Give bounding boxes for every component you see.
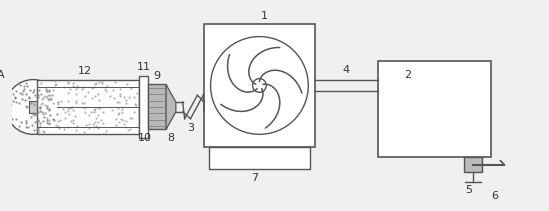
Text: 4: 4 [343,65,350,75]
Bar [378,61,491,157]
Text: 6: 6 [491,191,498,201]
Text: 1: 1 [261,11,268,21]
Text: 8: 8 [167,133,175,143]
Circle shape [253,79,266,92]
Bar [464,157,482,172]
Bar [209,147,310,169]
Text: 2: 2 [404,70,411,80]
Bar [29,101,37,113]
Text: 3: 3 [188,123,194,134]
Text: 7: 7 [251,173,258,183]
Bar [148,84,166,130]
Bar [139,76,148,138]
Bar [37,80,139,134]
Text: 12: 12 [78,66,92,76]
Polygon shape [166,84,176,130]
Text: 9: 9 [154,71,161,81]
Circle shape [5,80,60,134]
Bar [204,24,315,147]
Circle shape [211,37,309,134]
Text: A: A [0,70,4,80]
Text: 10: 10 [138,133,152,143]
Text: 5: 5 [466,185,473,195]
Text: 11: 11 [137,62,150,72]
